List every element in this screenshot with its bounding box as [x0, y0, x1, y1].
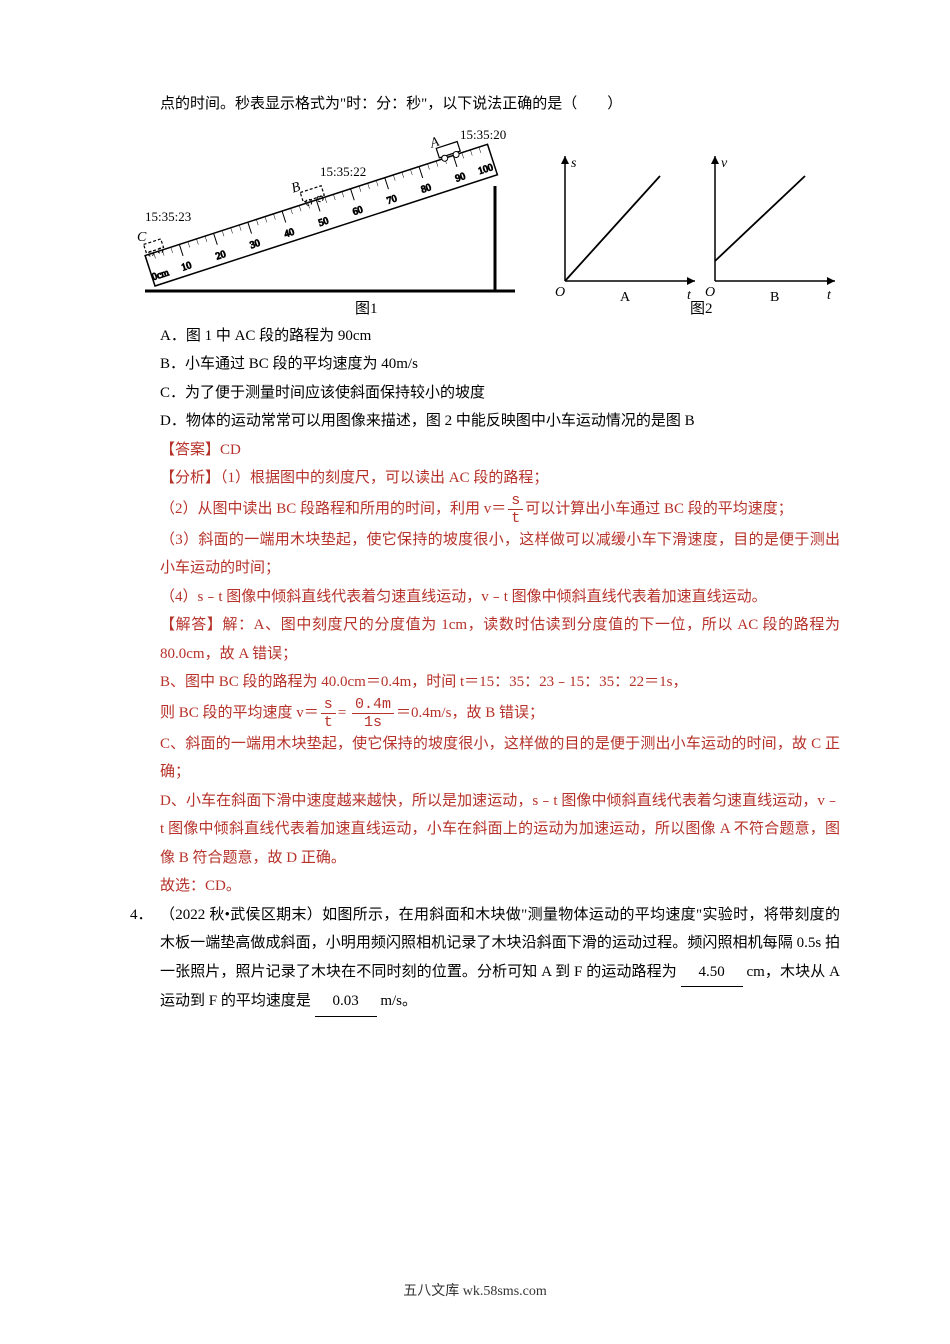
svg-text:O: O	[705, 285, 715, 300]
solution-a: 【解答】解：A、图中刻度尺的分度值为 1cm，读数时估读到分度值的下一位，所以 …	[130, 611, 840, 668]
q4-body: （2022 秋•武侯区期末）如图所示，在用斜面和木块做"测量物体运动的平均速度"…	[160, 901, 840, 1017]
q4-number: 4．	[130, 901, 160, 1017]
svg-text:s: s	[571, 156, 577, 171]
page-footer: 五八文库 wk.58sms.com	[0, 1279, 950, 1306]
analysis-p2: （2）从图中读出 BC 段路程和所用的时间，利用 v＝st可以计算出小车通过 B…	[130, 493, 840, 526]
analysis-p1: 【分析】（1）根据图中的刻度尺，可以读出 AC 段的路程；	[130, 464, 840, 493]
intro-line: 点的时间。秒表显示格式为"时：分：秒"，以下说法正确的是（ ）	[130, 90, 840, 119]
answer-value: CD	[220, 442, 241, 458]
figure-container: 0cm 10 20 30 40 50 60 70 80 90 100	[130, 121, 840, 316]
analysis-label: 【分析】	[160, 470, 220, 486]
figure-svg: 0cm 10 20 30 40 50 60 70 80 90 100	[135, 121, 835, 316]
answer-line: 【答案】CD	[130, 436, 840, 465]
caption-fig2: 图2	[690, 300, 713, 316]
svg-text:v: v	[721, 156, 728, 171]
option-d: D．物体的运动常常可以用图像来描述，图 2 中能反映图中小车运动情况的是图 B	[130, 407, 840, 436]
svg-text:t: t	[827, 288, 832, 303]
option-c: C．为了便于测量时间应该使斜面保持较小的坡度	[130, 379, 840, 408]
svg-text:A: A	[427, 134, 441, 151]
solution-final: 故选：CD。	[130, 872, 840, 901]
solution-b2: 则 BC 段的平均速度 v＝st= 0.4m1s＝0.4m/s，故 B 错误；	[130, 697, 840, 730]
solution-label: 【解答】	[160, 617, 222, 633]
q4-blank2: 0.03	[315, 987, 377, 1017]
answer-label: 【答案】	[160, 442, 220, 458]
svg-text:B: B	[770, 290, 779, 305]
q4-blank1: 4.50	[681, 958, 743, 988]
solution-b1: B、图中 BC 段的路程为 40.0cm＝0.4m，时间 t＝15：35：23﹣…	[130, 668, 840, 697]
time-b: 15:35:22	[320, 164, 366, 179]
svg-text:B: B	[290, 179, 303, 196]
caption-fig1: 图1	[355, 300, 378, 316]
svg-text:A: A	[620, 290, 631, 305]
option-a: A．图 1 中 AC 段的路程为 90cm	[130, 322, 840, 351]
solution-c: C、斜面的一端用木块垫起，使它保持的坡度很小，这样做的目的是便于测出小车运动的时…	[130, 730, 840, 787]
svg-text:O: O	[555, 285, 565, 300]
time-c: 15:35:23	[145, 209, 191, 224]
solution-d: D、小车在斜面下滑中速度越来越快，所以是加速运动，s﹣t 图像中倾斜直线代表着匀…	[130, 787, 840, 873]
option-b: B．小车通过 BC 段的平均速度为 40m/s	[130, 350, 840, 379]
svg-text:C: C	[137, 230, 147, 245]
time-a: 15:35:20	[460, 127, 506, 142]
question-4: 4． （2022 秋•武侯区期末）如图所示，在用斜面和木块做"测量物体运动的平均…	[130, 901, 840, 1017]
analysis-p4: （4）s﹣t 图像中倾斜直线代表着匀速直线运动，v﹣t 图像中倾斜直线代表着加速…	[130, 583, 840, 612]
analysis-p3: （3）斜面的一端用木块垫起，使它保持的坡度很小，这样做可以减缓小车下滑速度，目的…	[130, 526, 840, 583]
